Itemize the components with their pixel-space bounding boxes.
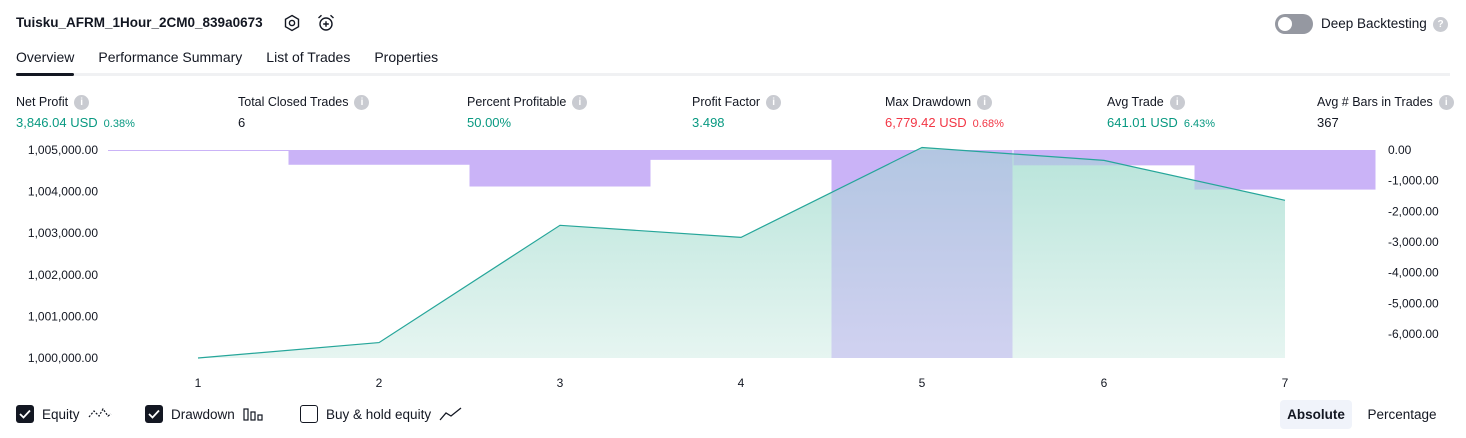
metric-total-closed-trades: Total Closed Trades i 6 — [238, 94, 370, 130]
drawdown-bar-overlay — [108, 150, 289, 151]
equity-layer — [198, 147, 1285, 358]
percentage-button[interactable]: Percentage — [1367, 407, 1437, 422]
x-axis-tick: 5 — [919, 376, 926, 390]
metric-value: 3,846.04 USD — [16, 115, 98, 130]
right-axis-tick: -1,000.00 — [1388, 174, 1439, 188]
tab-properties[interactable]: Properties — [374, 49, 439, 65]
drawdown-label: Drawdown — [171, 406, 235, 422]
drawdown-bar[interactable] — [108, 150, 289, 151]
metric-avg-trade: Avg Trade i 641.01 USD 6.43% — [1107, 94, 1215, 130]
legend-equity[interactable]: Equity — [16, 404, 112, 424]
info-icon[interactable]: i — [572, 94, 588, 110]
metric-value: 6 — [238, 115, 246, 130]
x-axis-tick: 4 — [738, 376, 745, 390]
drawdown-overlay-layer — [108, 146, 1376, 359]
left-axis-tick: 1,002,000.00 — [28, 268, 98, 282]
metric-label: Net Profit — [16, 95, 69, 109]
info-icon[interactable]: i — [766, 94, 782, 110]
axes-layer: 1,005,000.00 1,004,000.00 1,003,000.00 1,00… — [28, 143, 1439, 390]
right-axis-tick: -5,000.00 — [1388, 296, 1439, 310]
drawdown-bar[interactable] — [288, 150, 470, 165]
drawdown-bar[interactable] — [1194, 150, 1376, 190]
metric-label: Percent Profitable — [467, 95, 567, 109]
metric-profit-factor: Profit Factor i 3.498 — [692, 94, 782, 130]
drawdown-bars-icon — [243, 406, 265, 422]
drawdown-bar[interactable] — [650, 150, 832, 160]
help-icon[interactable]: ? — [1433, 17, 1448, 32]
tab-list-of-trades[interactable]: List of Trades — [266, 49, 351, 65]
x-axis-tick: 2 — [376, 376, 383, 390]
equity-drawdown-chart[interactable]: 1,005,000.00 1,004,000.00 1,003,000.00 1,00… — [0, 140, 1466, 395]
metric-label: Avg # Bars in Trades — [1317, 95, 1433, 109]
equity-checkbox[interactable] — [16, 405, 34, 423]
equity-area — [198, 147, 1285, 358]
right-axis-tick: -6,000.00 — [1388, 327, 1439, 341]
metric-percent: 0.68% — [972, 118, 1004, 130]
buy-hold-line-icon — [439, 406, 463, 422]
metric-percent-profitable: Percent Profitable i 50.00% — [467, 94, 588, 130]
equity-label: Equity — [42, 406, 80, 422]
drawdown-bar-overlay — [1194, 150, 1376, 190]
metric-net-profit: Net Profit i 3,846.04 USD 0.38% — [16, 94, 135, 130]
metric-avg-bars: Avg # Bars in Trades i 367 — [1317, 94, 1454, 130]
metric-value: 641.01 USD — [1107, 115, 1178, 130]
drawdown-bar-overlay — [831, 150, 1013, 358]
equity-line-icon — [88, 406, 112, 422]
right-axis-tick: -3,000.00 — [1388, 235, 1439, 249]
metric-value: 3.498 — [692, 115, 725, 130]
info-icon[interactable]: i — [1169, 94, 1185, 110]
toggle-knob — [1278, 17, 1292, 31]
drawdown-bar-overlay — [469, 150, 651, 187]
legend-drawdown[interactable]: Drawdown — [145, 404, 265, 424]
alarm-add-icon[interactable] — [316, 13, 336, 33]
tab-overview[interactable]: Overview — [16, 48, 75, 76]
settings-icon[interactable] — [282, 13, 302, 33]
left-axis-tick: 1,003,000.00 — [28, 226, 98, 240]
strategy-title: Tuisku_AFRM_1Hour_2CM0_839a0673 — [16, 15, 263, 30]
drawdown-bar-overlay — [1013, 150, 1195, 166]
metric-value: 50.00% — [467, 115, 512, 130]
tab-performance-summary[interactable]: Performance Summary — [98, 49, 243, 65]
right-axis-tick: -4,000.00 — [1388, 266, 1439, 280]
x-axis-tick: 6 — [1101, 376, 1108, 390]
buy-hold-checkbox[interactable] — [300, 405, 318, 423]
drawdown-bar-overlay — [650, 150, 832, 160]
absolute-button[interactable]: Absolute — [1280, 400, 1352, 429]
x-axis-tick: 3 — [557, 376, 564, 390]
tab-bar: Overview Performance Summary List of Tra… — [16, 48, 462, 76]
left-axis-tick: 1,005,000.00 — [28, 143, 98, 157]
equity-line — [197, 146, 1286, 359]
info-icon[interactable]: i — [977, 94, 993, 110]
drawdown-checkbox[interactable] — [145, 405, 163, 423]
metric-percent: 6.43% — [1183, 118, 1216, 130]
deep-backtesting-toggle[interactable] — [1275, 14, 1313, 34]
x-axis-tick: 7 — [1282, 376, 1289, 390]
metric-label: Profit Factor — [692, 95, 761, 109]
info-icon[interactable]: i — [1438, 94, 1454, 110]
metric-percent: 0.38% — [103, 118, 135, 130]
info-icon[interactable]: i — [74, 94, 90, 110]
drawdown-bar-overlay — [288, 150, 470, 165]
left-axis-tick: 1,004,000.00 — [28, 185, 98, 199]
info-icon[interactable]: i — [354, 94, 370, 110]
left-axis-tick: 1,000,000.00 — [28, 351, 98, 365]
right-axis-tick: -2,000.00 — [1388, 204, 1439, 218]
metric-label: Max Drawdown — [885, 95, 972, 109]
deep-backtesting-label: Deep Backtesting — [1321, 16, 1427, 31]
right-axis-tick: 0.00 — [1388, 143, 1412, 157]
buy-hold-label: Buy & hold equity — [326, 406, 432, 422]
drawdown-bar[interactable] — [469, 150, 651, 187]
metric-label: Total Closed Trades — [238, 95, 349, 109]
left-axis-tick: 1,001,000.00 — [28, 309, 98, 323]
x-axis-tick: 1 — [195, 376, 202, 390]
tabs-divider — [16, 73, 1450, 76]
metric-max-drawdown: Max Drawdown i 6,779.42 USD 0.68% — [885, 94, 1004, 130]
metric-value: 6,779.42 USD — [885, 115, 967, 130]
metric-label: Avg Trade — [1107, 95, 1164, 109]
metric-value: 367 — [1317, 115, 1339, 130]
legend-buy-hold[interactable]: Buy & hold equity — [300, 404, 463, 424]
